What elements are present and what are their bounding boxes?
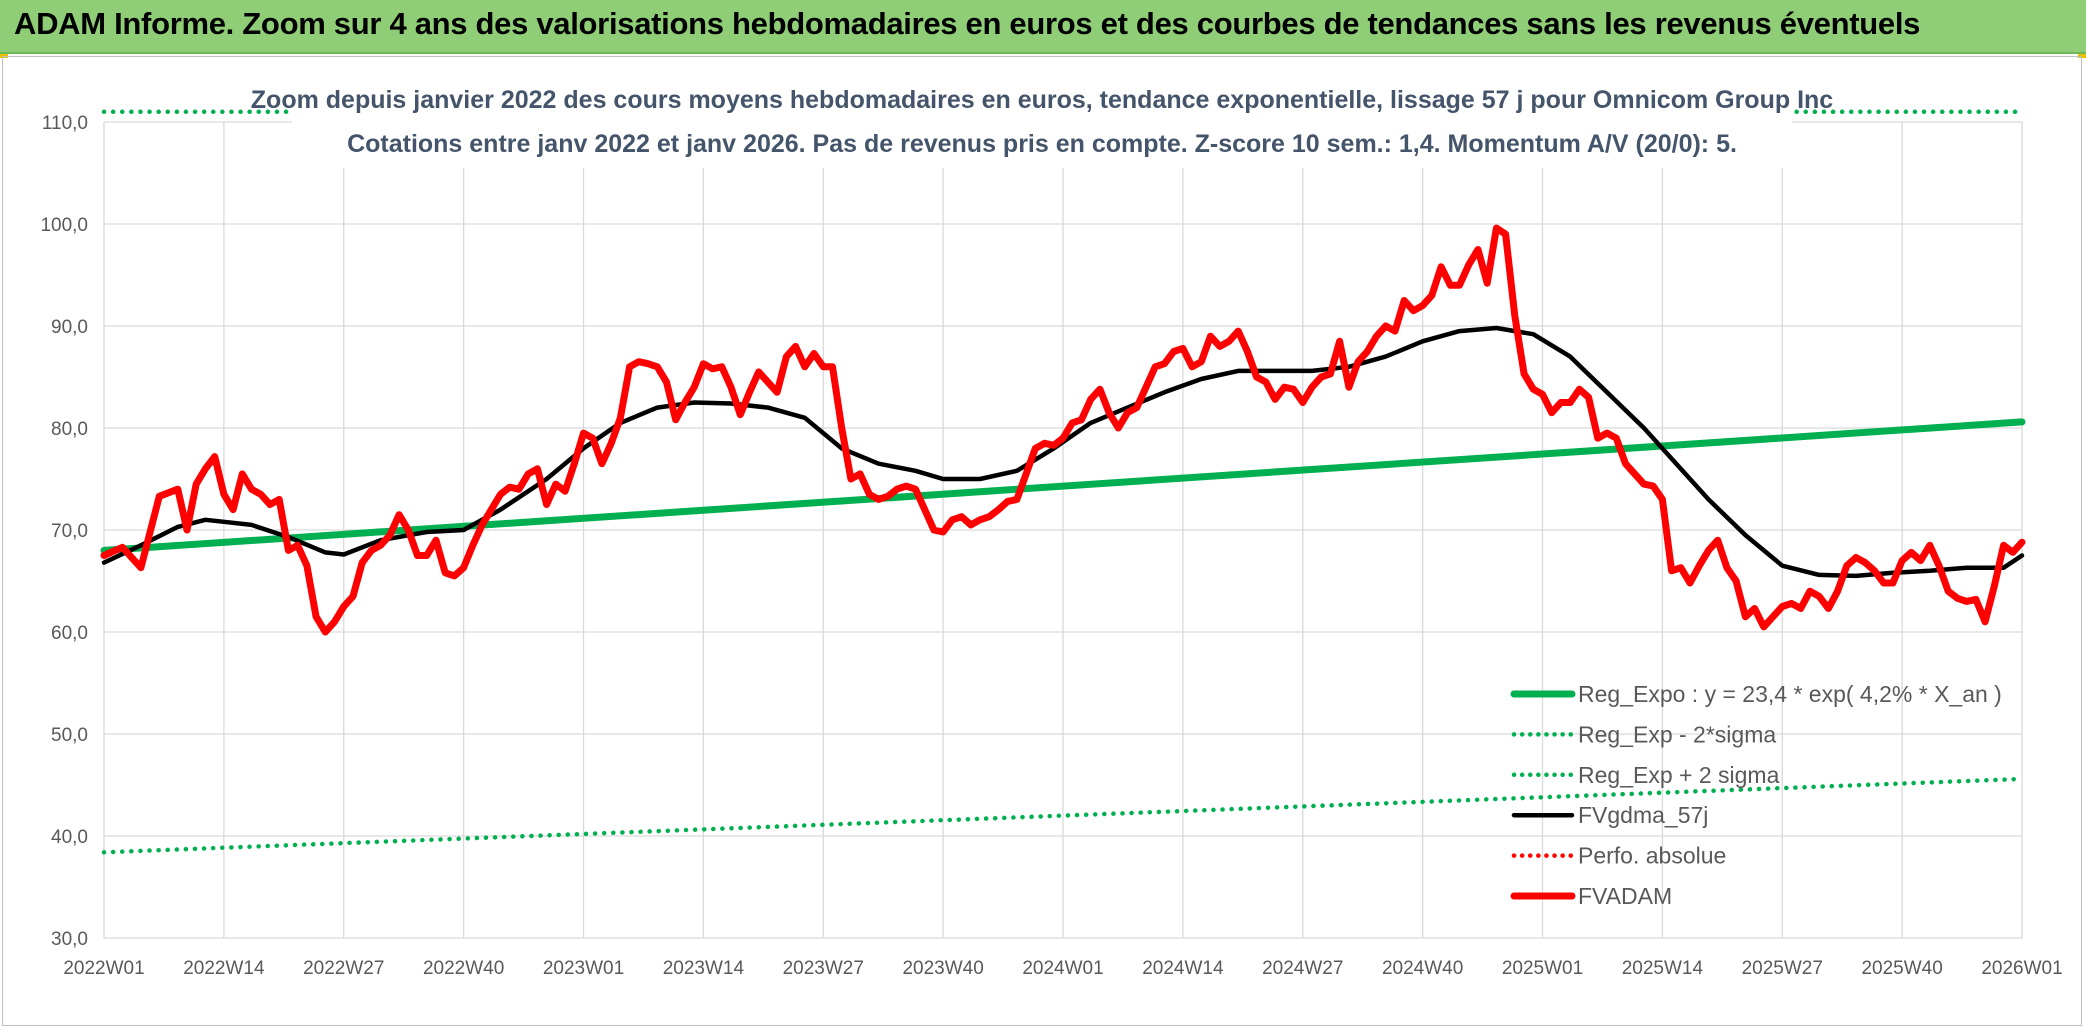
- chart-subtitle: Cotations entre janv 2022 et janv 2026. …: [347, 130, 1737, 158]
- y-axis-ticks: 30,0 40,0 50,0 60,0 70,0 80,0 90,0 100,0 110,0: [40, 113, 88, 950]
- x-tick-label: 2025W01: [1502, 958, 1583, 979]
- legend-label: Reg_Exp + 2 sigma: [1578, 762, 1780, 788]
- y-tick-label: 110,0: [42, 113, 88, 134]
- x-tick-label: 2024W27: [1262, 958, 1343, 979]
- x-tick-label: 2025W27: [1742, 958, 1823, 979]
- x-tick-label: 2023W40: [902, 958, 983, 979]
- y-tick-label: 70,0: [51, 521, 88, 542]
- x-tick-label: 2022W01: [63, 958, 144, 979]
- y-tick-label: 30,0: [51, 929, 88, 950]
- x-tick-label: 2025W14: [1622, 958, 1704, 979]
- title-background: [292, 76, 1792, 168]
- series-line-1: [101, 776, 2025, 855]
- y-tick-label: 80,0: [51, 419, 88, 440]
- y-tick-label: 100,0: [40, 215, 88, 236]
- chart-legend: Reg_Expo : y = 23,4 * exp( 4,2% * X_an )…: [1510, 681, 2002, 909]
- y-tick-label: 40,0: [51, 827, 88, 848]
- legend-label: Reg_Exp - 2*sigma: [1578, 721, 1776, 747]
- x-axis-ticks: 2022W01 2022W14 2022W27 2022W40 2023W01 2023W…: [63, 958, 2062, 979]
- report-title: ADAM Informe. Zoom sur 4 ans des valoris…: [14, 6, 1921, 41]
- x-tick-label: 2023W14: [663, 958, 745, 979]
- banner-corner-accent-right: [2078, 54, 2086, 58]
- report-banner: ADAM Informe. Zoom sur 4 ans des valoris…: [0, 0, 2086, 54]
- x-tick-label: 2023W27: [783, 958, 864, 979]
- series-line-5: [100, 224, 2026, 636]
- x-tick-label: 2024W14: [1142, 958, 1224, 979]
- legend-label: Perfo. absolue: [1578, 843, 1726, 869]
- x-tick-label: 2022W27: [303, 958, 384, 979]
- y-tick-label: 90,0: [51, 317, 88, 338]
- x-tick-label: 2024W01: [1022, 958, 1103, 979]
- legend-label: Reg_Expo : y = 23,4 * exp( 4,2% * X_an ): [1578, 681, 2002, 707]
- legend-label: FVADAM: [1578, 883, 1672, 909]
- x-tick-label: 2022W40: [423, 958, 504, 979]
- x-tick-label: 2024W40: [1382, 958, 1463, 979]
- chart-frame: [2, 56, 2082, 1026]
- x-tick-label: 2022W14: [183, 958, 265, 979]
- x-tick-label: 2025W40: [1861, 958, 1942, 979]
- y-tick-label: 50,0: [51, 725, 88, 746]
- chart-title: Zoom depuis janvier 2022 des cours moyen…: [251, 86, 1834, 114]
- x-tick-label: 2023W01: [543, 958, 624, 979]
- x-tick-label: 2026W01: [1981, 958, 2062, 979]
- legend-label: FVgdma_57j: [1578, 802, 1708, 828]
- y-tick-label: 60,0: [51, 623, 88, 644]
- series-line-0: [100, 418, 2026, 554]
